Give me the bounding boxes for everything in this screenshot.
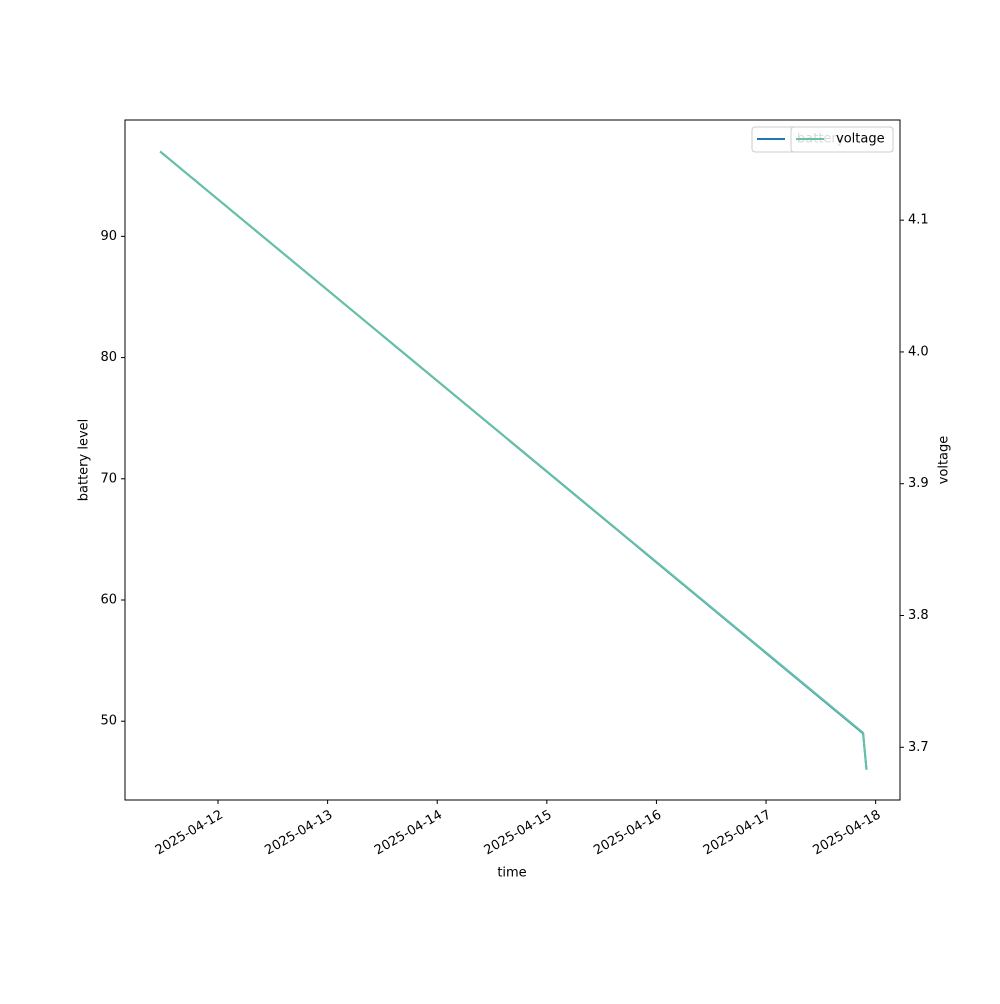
x-tick-label: 2025-04-12 [153, 808, 226, 859]
y-tick-label: 80 [100, 350, 117, 365]
x-tick-label: 2025-04-17 [701, 808, 774, 859]
x-tick-label: 2025-04-16 [591, 808, 664, 859]
y2-tick-label: 3.7 [908, 740, 929, 755]
x-tick-label: 2025-04-14 [372, 808, 445, 859]
y-tick-label: 50 [100, 714, 117, 729]
y-axis-label: battery level [77, 419, 92, 502]
legend-label: voltage [836, 132, 885, 147]
x-tick-label: 2025-04-18 [810, 808, 883, 859]
y-tick-label: 70 [100, 471, 117, 486]
y-tick-label: 90 [100, 229, 117, 244]
series-line [159, 150, 868, 770]
series-line [159, 150, 868, 770]
x-tick-label: 2025-04-15 [482, 808, 555, 859]
y-tick-label: 60 [100, 593, 117, 608]
y2-tick-label: 4.0 [908, 344, 929, 359]
x-axis-label: time [497, 866, 526, 881]
y2-tick-label: 4.1 [908, 213, 929, 228]
y2-axis-label: voltage [937, 436, 952, 485]
x-tick-label: 2025-04-13 [262, 808, 335, 859]
y2-tick-label: 3.8 [908, 608, 929, 623]
y2-tick-label: 3.9 [908, 476, 929, 491]
plot-frame [124, 119, 901, 801]
legend-box [790, 126, 894, 153]
